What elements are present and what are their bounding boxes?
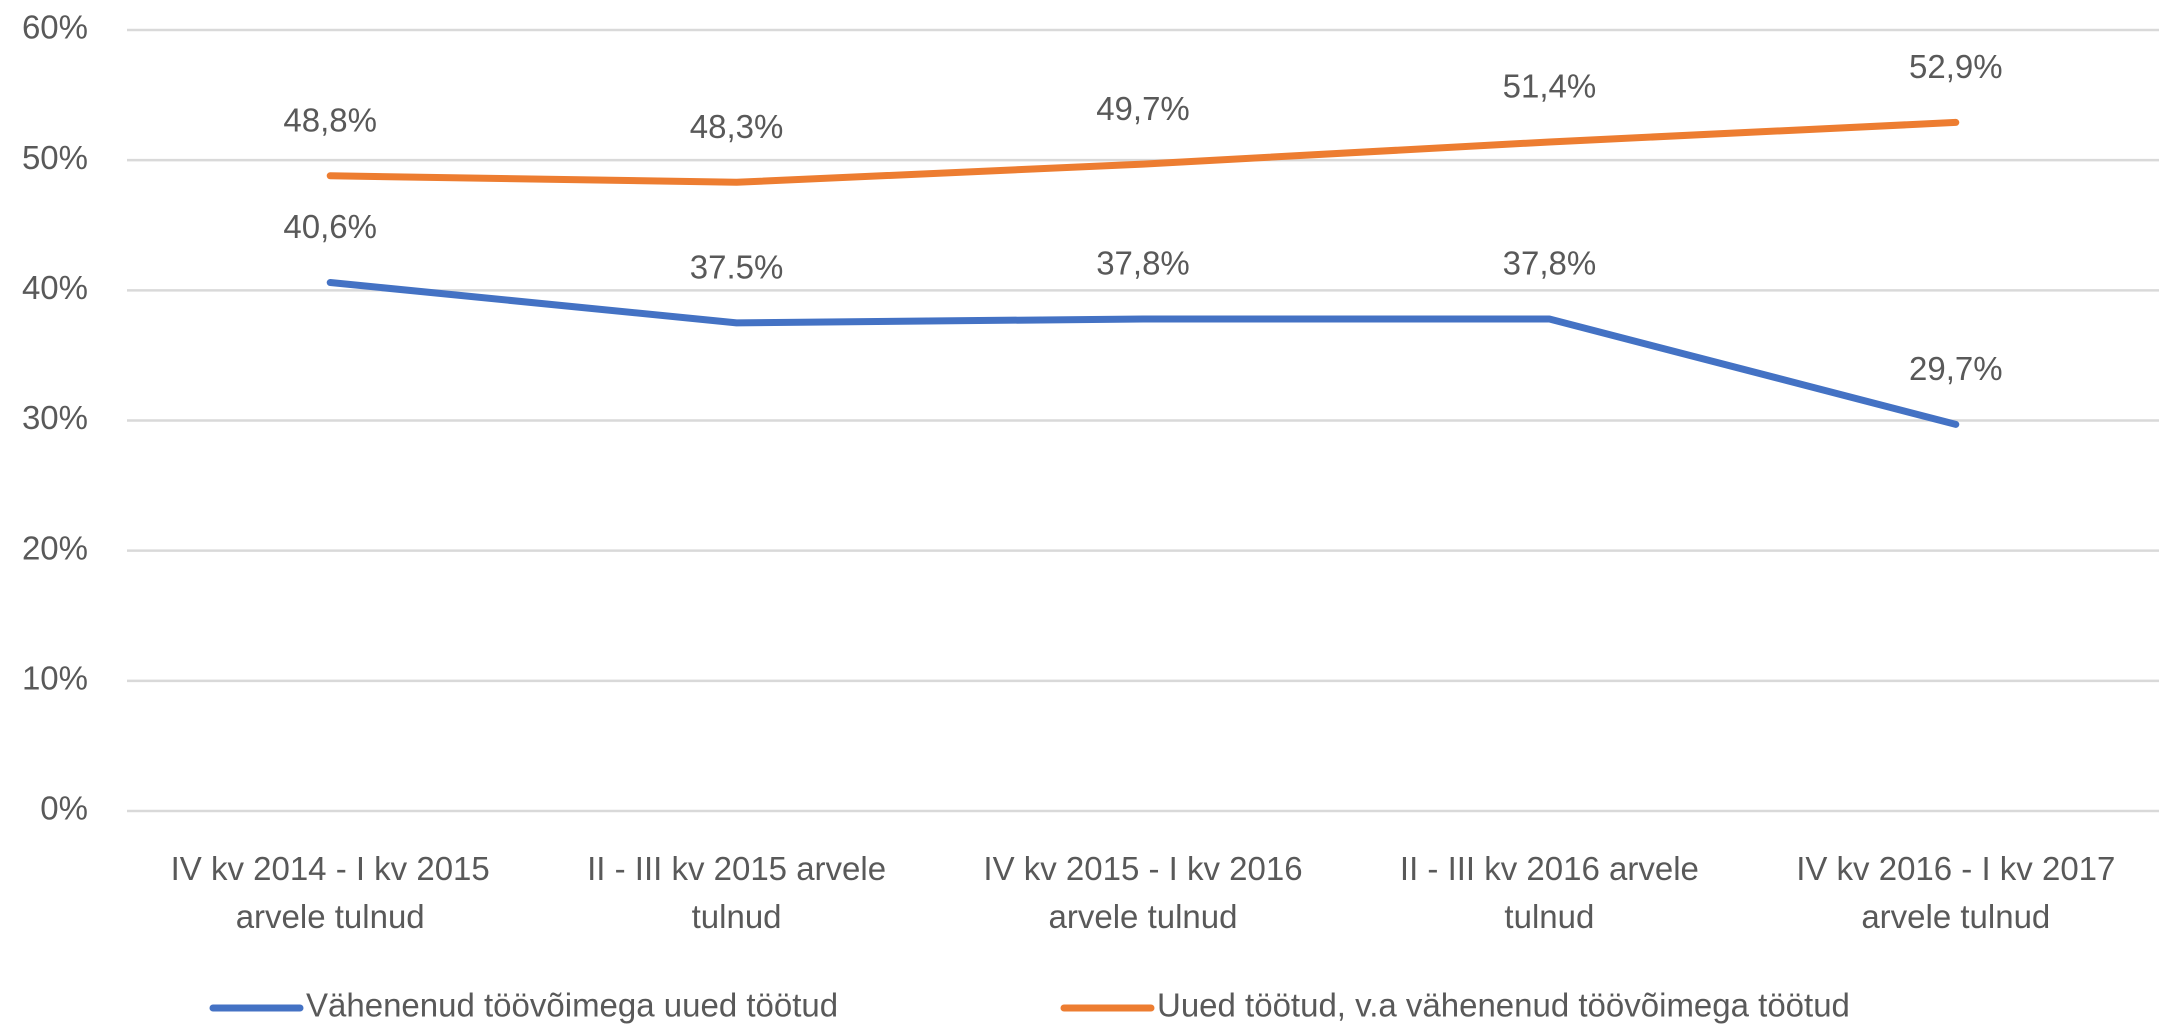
y-tick-label: 10% (22, 660, 88, 697)
y-tick-label: 50% (22, 139, 88, 176)
x-tick-label: IV kv 2014 - I kv 2015 arvele tulnud (170, 850, 490, 935)
series-line (326, 279, 1960, 428)
legend-label: Uued töötud, v.a vähenenud töövõimega tö… (1157, 987, 1850, 1024)
data-label: 40,6% (283, 208, 377, 245)
x-tick-label: II - III kv 2015 arvele tulnud (587, 850, 887, 935)
data-label: 37.5% (690, 249, 784, 286)
data-label: 48,8% (283, 102, 377, 139)
data-label: 48,3% (690, 108, 784, 145)
y-tick-label: 60% (22, 9, 88, 46)
series-line (326, 118, 1960, 186)
data-label: 37,8% (1503, 245, 1597, 282)
x-tick-label: II - III kv 2016 arvele tulnud (1399, 850, 1699, 935)
x-tick-label: IV kv 2016 - I kv 2017 arvele tulnud (1796, 850, 2116, 935)
y-tick-label: 40% (22, 269, 88, 306)
data-label: 29,7% (1909, 350, 2003, 387)
y-tick-label: 20% (22, 529, 88, 566)
y-tick-label: 30% (22, 399, 88, 436)
y-tick-label: 0% (40, 790, 88, 827)
data-label: 51,4% (1503, 68, 1597, 105)
legend-label: Vähenenud töövõimega uued töötud (306, 987, 838, 1024)
data-label: 49,7% (1096, 90, 1190, 127)
data-label: 37,8% (1096, 245, 1190, 282)
data-label: 52,9% (1909, 48, 2003, 85)
x-tick-label: IV kv 2015 - I kv 2016 arvele tulnud (983, 850, 1303, 935)
